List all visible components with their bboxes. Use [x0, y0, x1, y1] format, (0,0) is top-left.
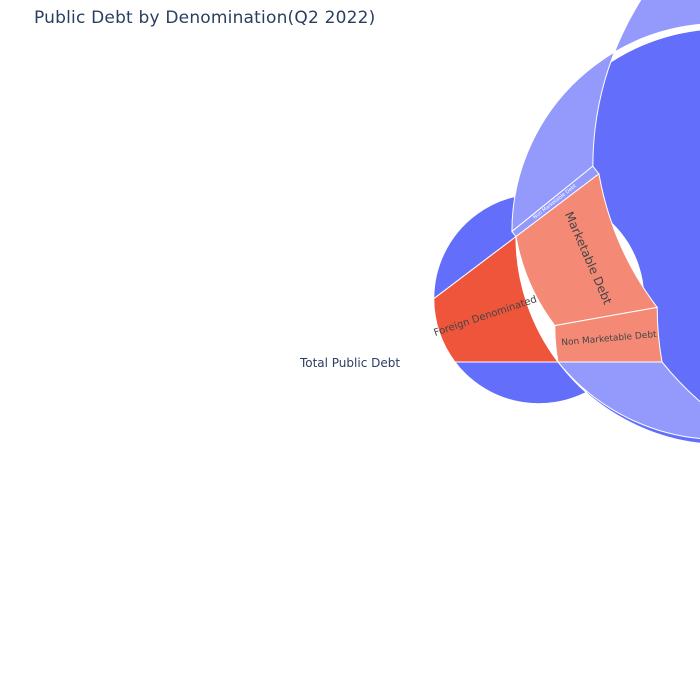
- ring2-segment-domestic-denominated-debt-marketable-debt[interactable]: [511, 0, 700, 478]
- ring2-segment-foreign-denominated-debt-non-marketable-debt[interactable]: [554, 306, 663, 363]
- chart-title: Public Debt by Denomination(Q2 2022): [34, 8, 376, 28]
- root-label: Total Public Debt: [299, 356, 400, 370]
- ring2-label-domestic-denominated-debt-marketable-debt: Marketable Debt: [55, 425, 154, 471]
